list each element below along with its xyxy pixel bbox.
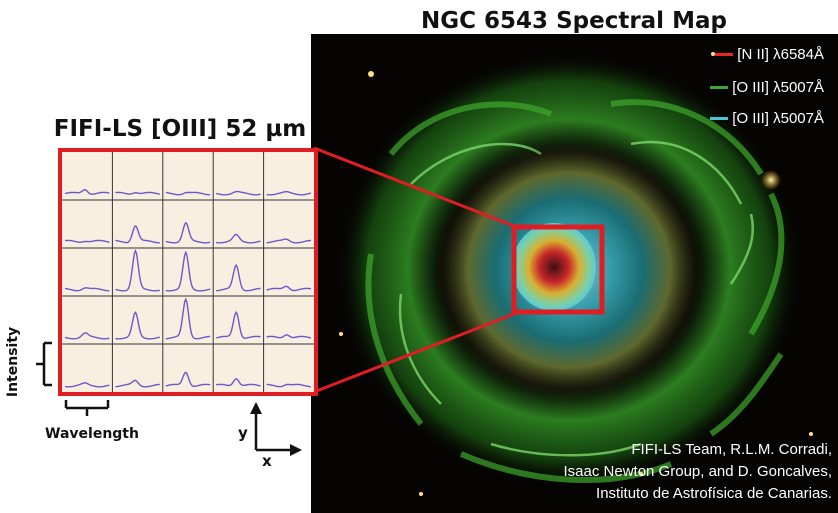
spectrum-line xyxy=(216,310,261,339)
spectrum-line xyxy=(115,191,160,195)
spectrum-line xyxy=(64,239,110,243)
spectrum-line xyxy=(115,311,160,340)
spectrum-line xyxy=(266,334,312,339)
legend-swatch-cyan xyxy=(710,116,729,120)
intensity-bracket xyxy=(36,341,52,387)
spectrum-line xyxy=(216,190,261,196)
spectrum-line xyxy=(216,378,261,387)
legend-swatch-red xyxy=(715,52,734,56)
legend-item-oiii-green: [O III] λ5007Å xyxy=(710,77,824,97)
intensity-label: Intensity xyxy=(5,326,21,398)
x-axis-label: x xyxy=(262,452,272,470)
spectrum-line xyxy=(266,238,312,244)
spectrum-line xyxy=(115,224,160,244)
spectrum-line xyxy=(64,382,110,388)
spectrum-line xyxy=(266,190,312,196)
image-credits: FIFI-LS Team, R.L.M. Corradi, Isaac Newt… xyxy=(472,439,832,505)
credit-line-3: Instituto de Astrofísica de Canarias. xyxy=(596,485,832,502)
legend-item-oiii-cyan: [O III] λ5007Å xyxy=(710,108,824,128)
spectrum-line xyxy=(115,248,160,292)
nebula-image: [N II] λ6584Å [O III] λ5007Å [O III] λ50… xyxy=(311,34,838,513)
credit-line-2: Isaac Newton Group, and D. Goncalves, xyxy=(563,463,832,480)
grid-title: FIFI-LS [OIII] 52 µm xyxy=(53,116,307,142)
spectrum-line xyxy=(165,221,211,244)
spectrum-line xyxy=(216,233,261,244)
spectrum-line xyxy=(165,191,211,196)
spectral-grid-graphic xyxy=(62,152,314,392)
zoom-square xyxy=(511,224,605,315)
spectrum-line xyxy=(165,250,211,292)
legend-label-oiii-green: [O III] λ5007Å xyxy=(732,78,824,96)
legend-swatch-green xyxy=(710,85,729,89)
y-axis-label: y xyxy=(238,424,248,442)
spectrum-line xyxy=(266,285,312,292)
legend-label-nii: [N II] λ6584Å xyxy=(737,45,824,63)
spectral-grid xyxy=(58,148,318,396)
xy-axis-arrows xyxy=(250,402,302,456)
spectrum-line xyxy=(64,332,110,340)
credit-line-1: FIFI-LS Team, R.L.M. Corradi, xyxy=(631,441,832,458)
spectrum-line xyxy=(64,188,110,195)
spectrum-line xyxy=(115,379,160,388)
map-title: NGC 6543 Spectral Map xyxy=(421,8,727,34)
spectrum-line xyxy=(216,263,261,292)
spectrum-line xyxy=(165,371,211,387)
spectrum-line xyxy=(165,297,211,340)
legend-item-nii: [N II] λ6584Å xyxy=(715,44,824,64)
wavelength-label: Wavelength xyxy=(45,426,139,442)
spectrum-line xyxy=(266,383,312,388)
spectrum-line xyxy=(64,287,110,292)
wavelength-bracket xyxy=(64,400,110,416)
legend-label-oiii-cyan: [O III] λ5007Å xyxy=(732,109,824,127)
